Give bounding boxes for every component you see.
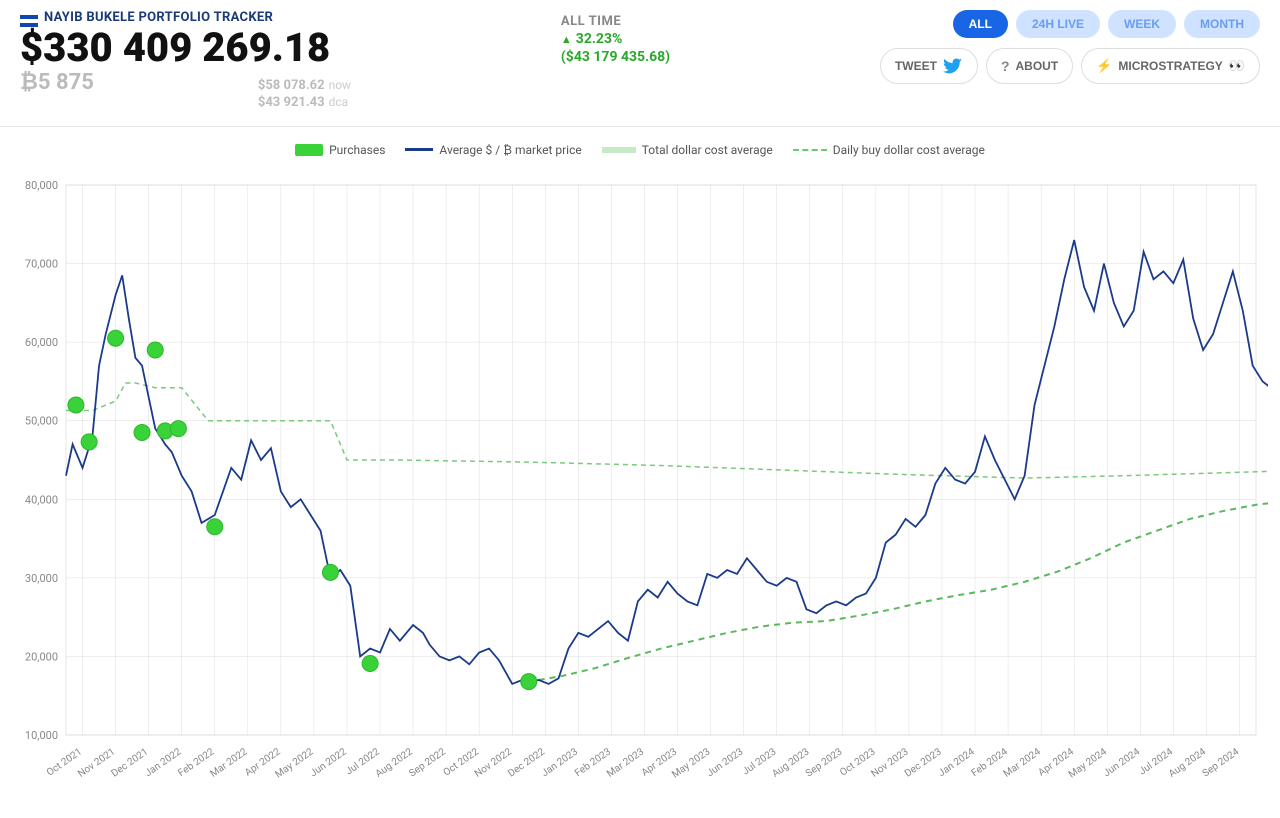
svg-text:Jun 2023: Jun 2023 xyxy=(705,746,745,779)
perf-pct: 32.23% xyxy=(576,31,623,47)
portfolio-value: $330 409 269.18 xyxy=(20,27,351,69)
svg-text:Sep 2024: Sep 2024 xyxy=(1201,746,1242,779)
pill-all[interactable]: ALL xyxy=(953,10,1008,38)
svg-text:Mar 2023: Mar 2023 xyxy=(605,746,646,779)
legend-total-dca-label: Total dollar cost average xyxy=(642,143,773,157)
bolt-icon: ⚡ xyxy=(1096,58,1112,74)
svg-text:Jun 2022: Jun 2022 xyxy=(308,746,349,779)
about-button[interactable]: ? ABOUT xyxy=(986,48,1073,84)
svg-text:Jun 2024: Jun 2024 xyxy=(1102,746,1143,779)
price-dca-row: $43 921.43 dca xyxy=(258,95,351,112)
svg-text:Dec 2022: Dec 2022 xyxy=(506,746,547,779)
chart-legend: Purchases Average $ / ₿ market price Tot… xyxy=(8,143,1272,157)
action-buttons: TWEET ? ABOUT ⚡ MICROSTRATEGY 👀 xyxy=(880,48,1260,84)
header-bar: NAYIB BUKELE PORTFOLIO TRACKER $330 409 … xyxy=(0,0,1280,127)
svg-text:Nov 2023: Nov 2023 xyxy=(869,746,910,779)
svg-text:40,000: 40,000 xyxy=(25,493,58,506)
legend-daily-dca-label: Daily buy dollar cost average xyxy=(833,143,985,157)
price-now: $58 078.62 xyxy=(258,78,325,93)
about-label: ABOUT xyxy=(1016,59,1059,73)
tweet-label: TWEET xyxy=(895,59,937,73)
tracker-title: NAYIB BUKELE PORTFOLIO TRACKER xyxy=(44,10,273,25)
svg-text:Jan 2022: Jan 2022 xyxy=(143,746,184,779)
microstrategy-button[interactable]: ⚡ MICROSTRATEGY 👀 xyxy=(1081,48,1260,84)
purchases-swatch-icon xyxy=(295,144,323,156)
svg-text:Mar 2024: Mar 2024 xyxy=(1002,746,1043,780)
triangle-up-icon: ▲ xyxy=(561,33,572,46)
svg-text:Aug 2024: Aug 2024 xyxy=(1167,746,1208,780)
svg-text:Dec 2021: Dec 2021 xyxy=(110,746,151,779)
svg-text:20,000: 20,000 xyxy=(25,650,58,663)
main-chart[interactable]: 10,000 20,000 30,000 40,000 50,000 60,000 70,0… xyxy=(8,163,1268,803)
price-stack: $58 078.62 now $43 921.43 dca xyxy=(258,78,351,112)
legend-daily-dca[interactable]: Daily buy dollar cost average xyxy=(793,143,985,157)
svg-text:Aug 2022: Aug 2022 xyxy=(374,746,415,780)
pill-24h[interactable]: 24H LIVE xyxy=(1016,10,1100,38)
legend-purchases-label: Purchases xyxy=(329,143,385,157)
price-now-row: $58 078.62 now xyxy=(258,78,351,95)
svg-text:50,000: 50,000 xyxy=(25,414,58,427)
svg-text:Aug 2023: Aug 2023 xyxy=(770,746,811,779)
svg-text:May 2022: May 2022 xyxy=(273,746,315,780)
svg-text:30,000: 30,000 xyxy=(25,572,58,585)
svg-text:80,000: 80,000 xyxy=(25,179,58,192)
perf-amt: ($43 179 435.68) xyxy=(561,49,670,65)
pill-month[interactable]: MONTH xyxy=(1184,10,1260,38)
svg-text:60,000: 60,000 xyxy=(25,336,58,349)
pill-week[interactable]: WEEK xyxy=(1108,10,1176,38)
legend-avg-price-label: Average $ / ₿ market price xyxy=(439,143,581,157)
svg-text:Jan 2024: Jan 2024 xyxy=(936,746,977,779)
svg-text:Mar 2022: Mar 2022 xyxy=(208,746,249,780)
alltime-label: ALL TIME xyxy=(561,14,670,29)
question-icon: ? xyxy=(1001,58,1010,74)
chart-container: Purchases Average $ / ₿ market price Tot… xyxy=(0,127,1280,811)
sub-row: ₿5 875 $58 078.62 now $43 921.43 dca xyxy=(20,69,351,112)
svg-text:Sep 2022: Sep 2022 xyxy=(407,746,448,779)
total-dca-swatch-icon xyxy=(602,147,636,153)
svg-text:10,000: 10,000 xyxy=(25,729,58,742)
avg-price-swatch-icon xyxy=(405,148,433,151)
svg-text:Dec 2023: Dec 2023 xyxy=(903,746,944,779)
microstrategy-label: MICROSTRATEGY xyxy=(1118,59,1222,73)
daily-dca-swatch-icon xyxy=(793,149,827,151)
svg-text:Nov 2021: Nov 2021 xyxy=(76,746,117,779)
tweet-button[interactable]: TWEET xyxy=(880,48,978,84)
svg-text:Sep 2023: Sep 2023 xyxy=(804,746,845,779)
svg-text:Jan 2023: Jan 2023 xyxy=(540,746,580,779)
title-row: NAYIB BUKELE PORTFOLIO TRACKER xyxy=(20,10,351,25)
price-dca: $43 921.43 xyxy=(258,95,325,110)
header-right: ALL 24H LIVE WEEK MONTH TWEET ? ABOUT ⚡ … xyxy=(880,10,1260,84)
timeframe-pills: ALL 24H LIVE WEEK MONTH xyxy=(953,10,1260,38)
legend-avg-price[interactable]: Average $ / ₿ market price xyxy=(405,143,581,157)
svg-text:70,000: 70,000 xyxy=(25,257,58,270)
perf-row: ▲ 32.23% xyxy=(561,31,670,47)
price-dca-label: dca xyxy=(329,95,349,109)
twitter-icon xyxy=(943,56,963,76)
btc-amount: ₿5 875 xyxy=(20,69,94,95)
header-left: NAYIB BUKELE PORTFOLIO TRACKER $330 409 … xyxy=(20,10,351,112)
svg-text:May 2024: May 2024 xyxy=(1067,746,1109,780)
eyes-icon: 👀 xyxy=(1229,58,1245,74)
flag-icon xyxy=(20,12,38,24)
header-mid: ALL TIME ▲ 32.23% ($43 179 435.68) xyxy=(561,14,670,65)
legend-total-dca[interactable]: Total dollar cost average xyxy=(602,143,773,157)
price-now-label: now xyxy=(329,78,352,92)
legend-purchases[interactable]: Purchases xyxy=(295,143,385,157)
